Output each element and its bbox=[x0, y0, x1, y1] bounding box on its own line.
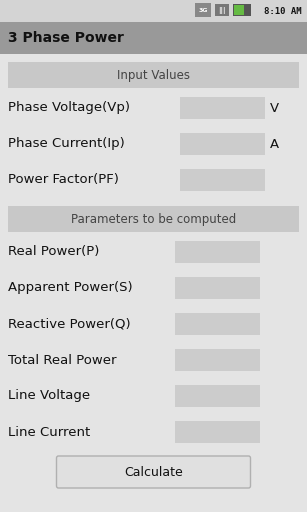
Bar bbox=[175, 241, 260, 263]
Bar bbox=[215, 4, 229, 16]
Bar bbox=[195, 3, 211, 17]
Bar bbox=[233, 4, 251, 16]
FancyBboxPatch shape bbox=[56, 456, 251, 488]
Bar bbox=[0, 0, 307, 22]
Text: Calculate: Calculate bbox=[124, 465, 183, 479]
Text: V: V bbox=[270, 101, 279, 115]
Text: 8:10 AM: 8:10 AM bbox=[264, 7, 302, 15]
Text: Power Factor(PF): Power Factor(PF) bbox=[8, 174, 119, 186]
Bar bbox=[175, 277, 260, 299]
Text: Reactive Power(Q): Reactive Power(Q) bbox=[8, 317, 130, 331]
Text: Line Current: Line Current bbox=[8, 425, 90, 438]
Bar bbox=[0, 22, 307, 54]
Text: Input Values: Input Values bbox=[117, 69, 190, 81]
Text: 3G: 3G bbox=[198, 9, 208, 13]
Text: Apparent Power(S): Apparent Power(S) bbox=[8, 282, 133, 294]
Text: A: A bbox=[270, 138, 279, 151]
Bar bbox=[234, 5, 244, 15]
Bar bbox=[175, 385, 260, 407]
Bar bbox=[180, 169, 265, 191]
Bar bbox=[180, 97, 265, 119]
Text: Phase Voltage(Vp): Phase Voltage(Vp) bbox=[8, 101, 130, 115]
Text: Real Power(P): Real Power(P) bbox=[8, 245, 99, 259]
Bar bbox=[175, 421, 260, 443]
Text: |||: ||| bbox=[218, 8, 226, 14]
Text: Line Voltage: Line Voltage bbox=[8, 390, 90, 402]
Bar bbox=[8, 62, 299, 88]
Bar bbox=[8, 206, 299, 232]
Text: Parameters to be computed: Parameters to be computed bbox=[71, 212, 236, 225]
Bar bbox=[180, 133, 265, 155]
Text: 3 Phase Power: 3 Phase Power bbox=[8, 31, 124, 45]
Bar bbox=[175, 349, 260, 371]
Text: Phase Current(Ip): Phase Current(Ip) bbox=[8, 138, 125, 151]
Bar bbox=[175, 313, 260, 335]
Text: Total Real Power: Total Real Power bbox=[8, 353, 116, 367]
